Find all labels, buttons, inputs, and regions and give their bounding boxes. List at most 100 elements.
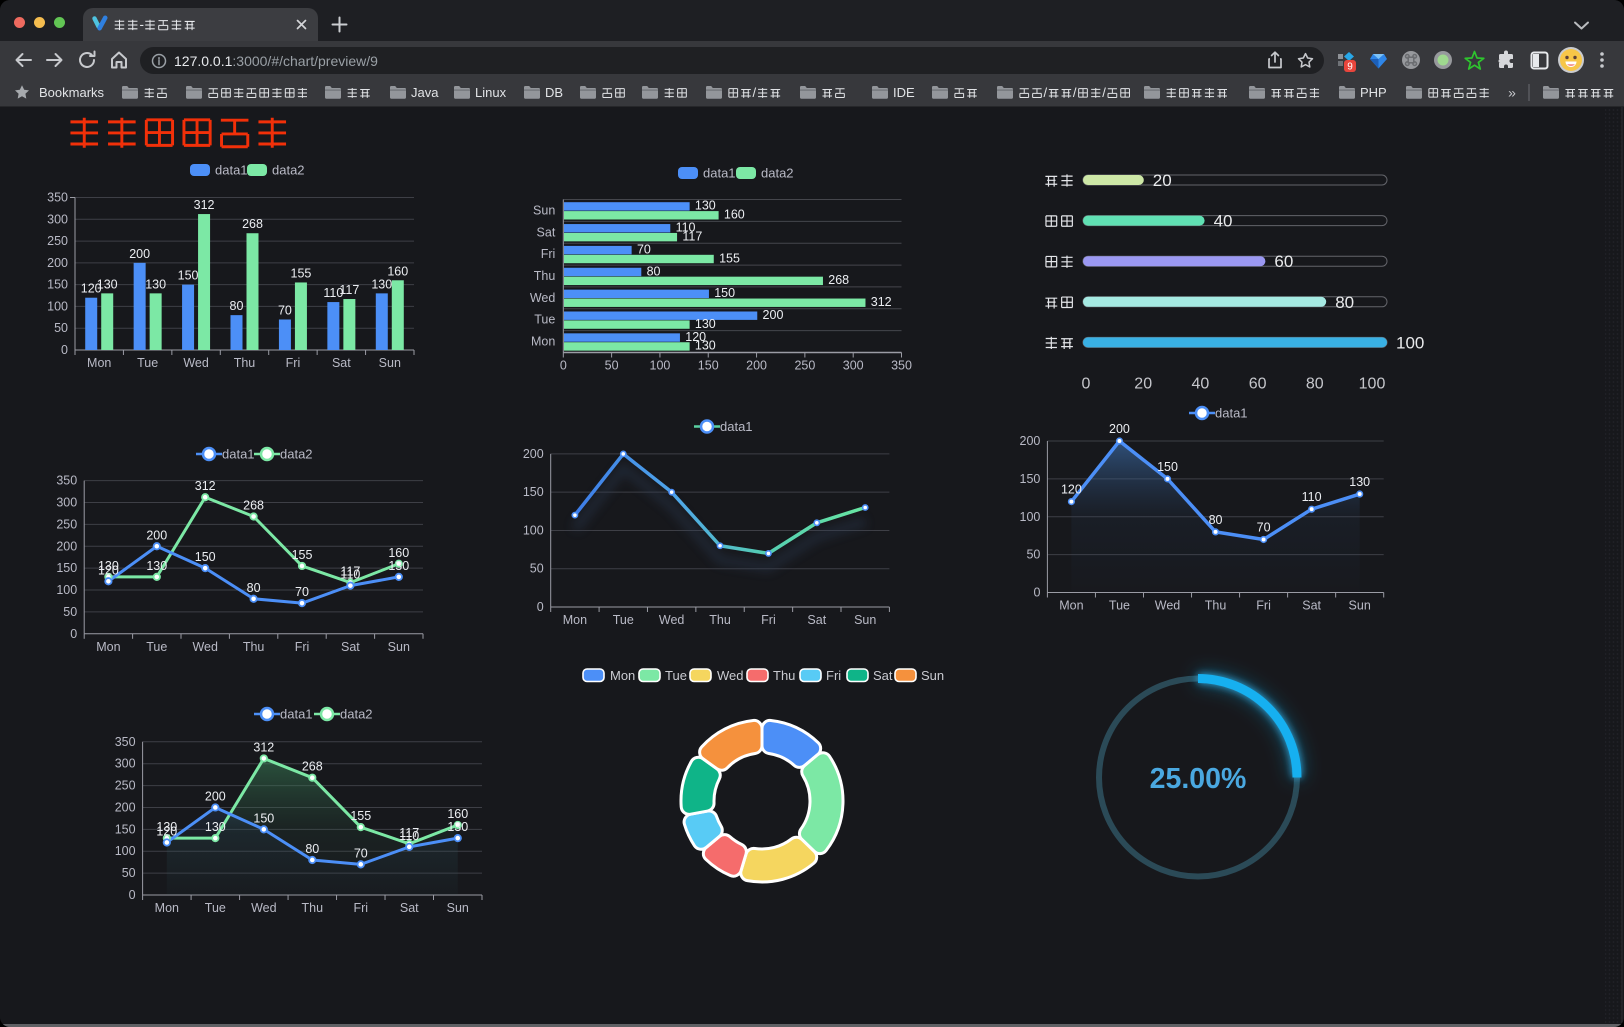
svg-text:150: 150 bbox=[195, 550, 216, 564]
svg-text:100: 100 bbox=[523, 523, 544, 537]
svg-text:data1: data1 bbox=[703, 165, 736, 180]
svg-text:200: 200 bbox=[56, 539, 77, 553]
svg-text:155: 155 bbox=[350, 809, 371, 823]
svg-text:50: 50 bbox=[122, 866, 136, 880]
svg-text:130: 130 bbox=[388, 558, 409, 572]
svg-text:155: 155 bbox=[292, 547, 313, 561]
svg-text:200: 200 bbox=[129, 246, 150, 260]
svg-text:Fri: Fri bbox=[295, 639, 310, 653]
svg-text:Sat: Sat bbox=[537, 225, 556, 239]
svg-text:155: 155 bbox=[291, 266, 312, 280]
svg-text:Thu: Thu bbox=[534, 269, 556, 283]
svg-text:0: 0 bbox=[61, 343, 68, 357]
svg-text:350: 350 bbox=[115, 734, 136, 748]
svg-text:Sat: Sat bbox=[1302, 598, 1321, 612]
svg-text:50: 50 bbox=[530, 561, 544, 575]
svg-text:Mon: Mon bbox=[87, 356, 111, 370]
svg-text:Tue: Tue bbox=[1109, 598, 1130, 612]
svg-text:Wed: Wed bbox=[251, 901, 277, 915]
svg-text:300: 300 bbox=[47, 212, 68, 226]
svg-text:110: 110 bbox=[399, 828, 419, 842]
svg-text:50: 50 bbox=[605, 358, 619, 372]
svg-text:100: 100 bbox=[115, 844, 136, 858]
svg-text:0: 0 bbox=[1082, 375, 1091, 392]
svg-text:Wed: Wed bbox=[530, 290, 556, 304]
svg-text:130: 130 bbox=[156, 820, 177, 834]
svg-text:100: 100 bbox=[47, 299, 68, 313]
svg-text:Fri: Fri bbox=[541, 247, 556, 261]
svg-text:80: 80 bbox=[247, 580, 261, 594]
svg-text:117: 117 bbox=[399, 825, 419, 839]
svg-text:160: 160 bbox=[447, 806, 468, 820]
svg-text:200: 200 bbox=[47, 255, 68, 269]
svg-text:Thu: Thu bbox=[302, 901, 324, 915]
svg-text:130: 130 bbox=[1349, 475, 1370, 489]
svg-text:120: 120 bbox=[81, 281, 102, 295]
svg-text:150: 150 bbox=[47, 277, 68, 291]
svg-text:50: 50 bbox=[1026, 547, 1040, 561]
svg-text:Java: Java bbox=[411, 85, 439, 100]
svg-text:150: 150 bbox=[178, 268, 199, 282]
svg-text:25.00%: 25.00% bbox=[1150, 763, 1247, 795]
svg-text:80: 80 bbox=[305, 841, 319, 855]
svg-text:70: 70 bbox=[1257, 520, 1271, 534]
svg-text:data1: data1 bbox=[720, 419, 753, 434]
svg-text:Fri: Fri bbox=[286, 356, 301, 370]
svg-text:200: 200 bbox=[1109, 422, 1130, 436]
svg-text:Thu: Thu bbox=[234, 356, 256, 370]
svg-text:Sat: Sat bbox=[807, 613, 826, 627]
svg-text:9: 9 bbox=[1347, 62, 1353, 73]
svg-text:130: 130 bbox=[695, 316, 716, 330]
svg-text:IDE: IDE bbox=[893, 85, 915, 100]
svg-text:data1: data1 bbox=[222, 446, 255, 461]
svg-text:Sun: Sun bbox=[379, 356, 401, 370]
svg-text:150: 150 bbox=[698, 358, 719, 372]
svg-text:/: / bbox=[752, 85, 756, 100]
svg-text:100: 100 bbox=[56, 583, 77, 597]
svg-text:Sat: Sat bbox=[341, 639, 360, 653]
svg-text:130: 130 bbox=[145, 277, 166, 291]
svg-text:150: 150 bbox=[115, 822, 136, 836]
svg-text:300: 300 bbox=[843, 358, 864, 372]
svg-text:70: 70 bbox=[295, 585, 309, 599]
svg-text:data2: data2 bbox=[340, 706, 373, 721]
svg-text:312: 312 bbox=[195, 479, 216, 493]
svg-text:Mon: Mon bbox=[610, 668, 635, 683]
svg-text:312: 312 bbox=[194, 198, 215, 212]
svg-text:200: 200 bbox=[763, 307, 784, 321]
svg-text:PHP: PHP bbox=[1360, 85, 1387, 100]
svg-text:0: 0 bbox=[537, 600, 544, 614]
svg-text:110: 110 bbox=[676, 220, 696, 234]
svg-text:80: 80 bbox=[647, 264, 661, 278]
svg-text:110: 110 bbox=[323, 286, 343, 300]
svg-text:Wed: Wed bbox=[183, 356, 209, 370]
svg-text:Sun: Sun bbox=[921, 668, 944, 683]
svg-text:Sun: Sun bbox=[447, 901, 469, 915]
svg-text:130: 130 bbox=[97, 277, 118, 291]
svg-text:Fri: Fri bbox=[826, 668, 841, 683]
svg-text:117: 117 bbox=[340, 564, 360, 578]
svg-text:80: 80 bbox=[230, 299, 244, 313]
svg-text:200: 200 bbox=[146, 528, 167, 542]
svg-text:0: 0 bbox=[129, 888, 136, 902]
svg-text:150: 150 bbox=[1020, 471, 1041, 485]
svg-text:data1: data1 bbox=[280, 706, 313, 721]
svg-text:160: 160 bbox=[388, 545, 409, 559]
svg-text:300: 300 bbox=[115, 756, 136, 770]
svg-text:»: » bbox=[1508, 85, 1516, 101]
svg-text:Thu: Thu bbox=[1205, 598, 1227, 612]
svg-text:250: 250 bbox=[47, 234, 68, 248]
svg-text:312: 312 bbox=[253, 740, 274, 754]
svg-text:117: 117 bbox=[339, 283, 359, 297]
svg-text:50: 50 bbox=[63, 604, 77, 618]
svg-text:data1: data1 bbox=[215, 162, 248, 177]
svg-text:Fri: Fri bbox=[354, 901, 369, 915]
svg-text:312: 312 bbox=[871, 295, 892, 309]
svg-text:155: 155 bbox=[719, 251, 740, 265]
svg-text:80: 80 bbox=[1306, 375, 1324, 392]
svg-text:Fri: Fri bbox=[761, 613, 776, 627]
svg-text:160: 160 bbox=[724, 207, 745, 221]
svg-text:160: 160 bbox=[387, 264, 408, 278]
svg-text:40: 40 bbox=[1192, 375, 1210, 392]
svg-text:Sun: Sun bbox=[854, 613, 876, 627]
